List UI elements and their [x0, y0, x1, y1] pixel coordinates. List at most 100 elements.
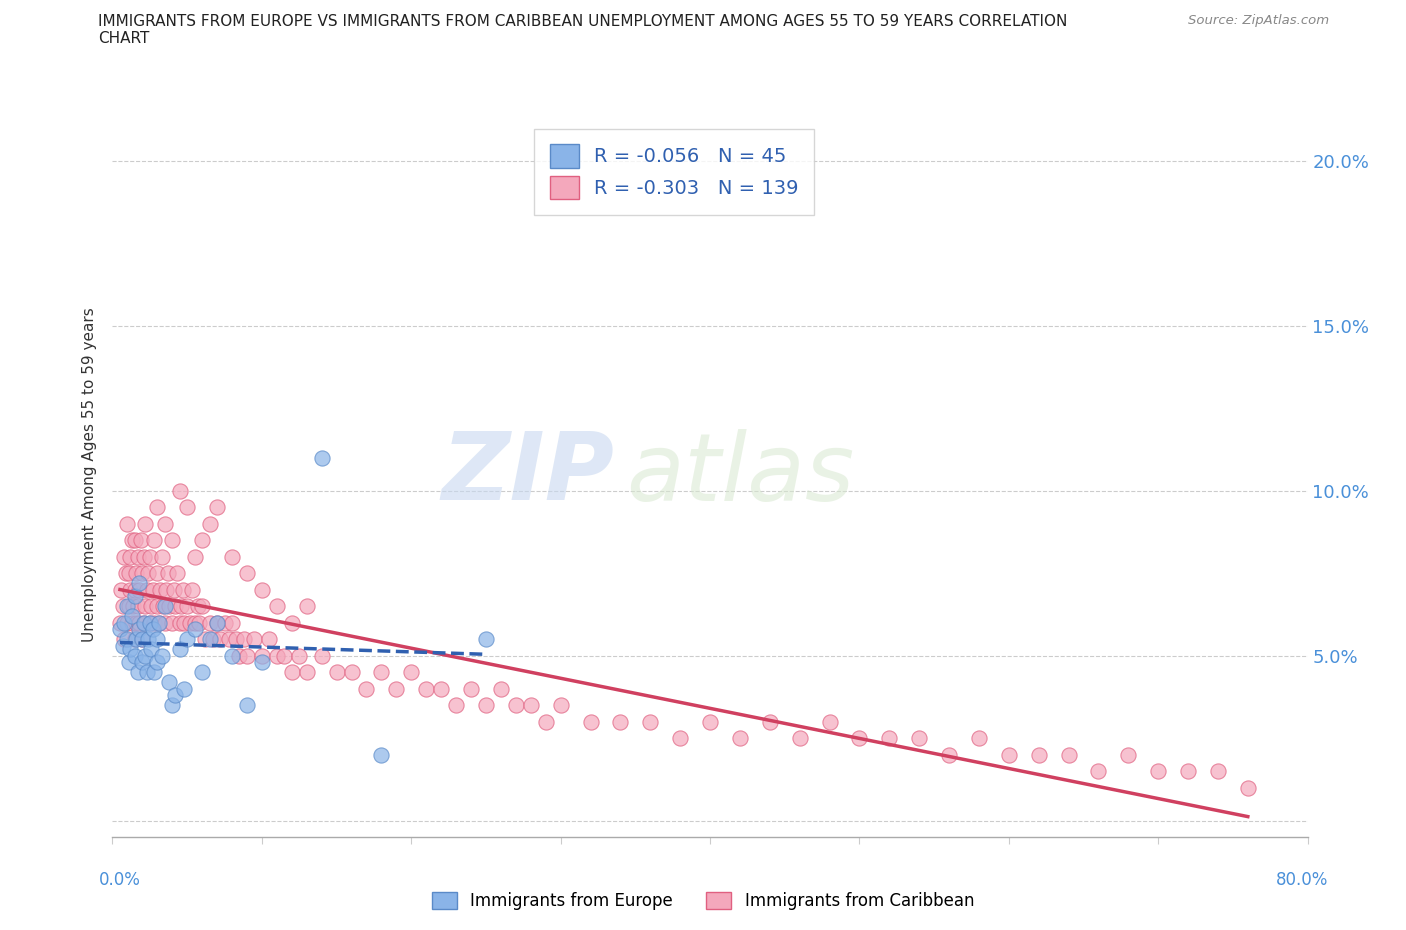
Point [115, 565, 138, 580]
Point [127, 665, 149, 680]
Point [118, 599, 141, 614]
Point [134, 648, 156, 663]
Point [191, 533, 214, 548]
Point [118, 655, 141, 670]
Point [489, 681, 512, 696]
Text: Source: ZipAtlas.com: Source: ZipAtlas.com [1188, 14, 1329, 27]
Point [146, 655, 169, 670]
Point [124, 648, 146, 663]
Point [118, 565, 141, 580]
Point [172, 582, 194, 597]
Point [121, 608, 143, 623]
Point [1177, 764, 1199, 778]
Point [250, 582, 273, 597]
Point [128, 582, 150, 597]
Point [173, 681, 195, 696]
Point [266, 648, 288, 663]
Point [166, 565, 188, 580]
Point [143, 616, 166, 631]
Point [132, 616, 155, 631]
Point [221, 648, 243, 663]
Point [169, 484, 191, 498]
Point [214, 616, 236, 631]
Point [250, 655, 273, 670]
Point [191, 665, 214, 680]
Point [120, 582, 142, 597]
Point [281, 616, 304, 631]
Point [139, 616, 162, 631]
Point [134, 516, 156, 531]
Point [444, 698, 467, 712]
Point [385, 681, 408, 696]
Point [183, 550, 205, 565]
Point [176, 631, 198, 646]
Point [125, 565, 148, 580]
Point [153, 599, 176, 614]
Point [205, 499, 228, 514]
Point [150, 648, 173, 663]
Point [117, 516, 139, 531]
Point [150, 550, 173, 565]
Point [1087, 764, 1109, 778]
Point [131, 655, 153, 670]
Point [311, 450, 333, 465]
Point [209, 631, 232, 646]
Point [669, 731, 692, 746]
Point [370, 665, 392, 680]
Text: IMMIGRANTS FROM EUROPE VS IMMIGRANTS FROM CARIBBEAN UNEMPLOYMENT AMONG AGES 55 T: IMMIGRANTS FROM EUROPE VS IMMIGRANTS FRO… [98, 14, 1067, 46]
Point [180, 582, 202, 597]
Point [967, 731, 990, 746]
Point [120, 642, 142, 657]
Point [415, 681, 437, 696]
Point [157, 674, 180, 689]
Point [550, 698, 572, 712]
Point [187, 599, 209, 614]
Point [236, 565, 259, 580]
Point [228, 648, 250, 663]
Point [121, 533, 143, 548]
Point [128, 622, 150, 637]
Point [135, 582, 157, 597]
Point [146, 499, 169, 514]
Point [142, 622, 165, 637]
Point [534, 714, 557, 729]
Point [117, 631, 139, 646]
Point [135, 665, 157, 680]
Point [122, 599, 145, 614]
Point [221, 616, 243, 631]
Point [1206, 764, 1229, 778]
Point [194, 631, 217, 646]
Point [183, 622, 205, 637]
Point [141, 642, 163, 657]
Point [139, 616, 162, 631]
Point [148, 616, 170, 631]
Point [236, 698, 259, 712]
Point [143, 665, 166, 680]
Point [908, 731, 931, 746]
Point [142, 582, 165, 597]
Point [225, 631, 247, 646]
Point [198, 616, 221, 631]
Point [127, 550, 149, 565]
Point [475, 698, 498, 712]
Point [879, 731, 901, 746]
Point [157, 599, 180, 614]
Point [176, 599, 198, 614]
Point [153, 516, 176, 531]
Point [132, 550, 155, 565]
Point [1118, 747, 1140, 762]
Point [127, 599, 149, 614]
Point [114, 631, 135, 646]
Point [218, 631, 240, 646]
Point [165, 688, 187, 703]
Point [120, 550, 142, 565]
Point [131, 631, 153, 646]
Point [1028, 747, 1050, 762]
Point [311, 648, 333, 663]
Point [165, 599, 187, 614]
Point [162, 698, 183, 712]
Point [108, 616, 131, 631]
Point [325, 665, 347, 680]
Point [460, 681, 482, 696]
Point [131, 565, 153, 580]
